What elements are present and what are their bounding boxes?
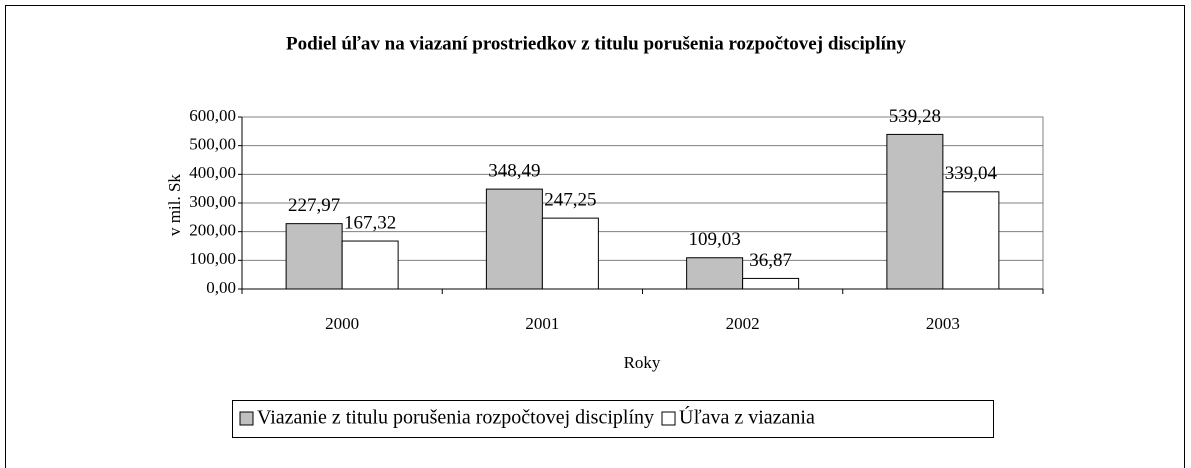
value-label: 227,97 (288, 195, 340, 216)
bar (742, 277, 800, 290)
y-tick-label: 600,00 (189, 106, 236, 125)
y-tick-label: 400,00 (189, 163, 236, 182)
y-tick-label: 0,00 (206, 278, 236, 297)
value-label: 348,49 (488, 160, 540, 181)
value-label: 36,87 (749, 250, 792, 271)
x-tick-label: 2000 (325, 314, 359, 333)
legend (232, 400, 994, 438)
chart-title: Podiel úľav na viazaní prostriedkov z ti… (286, 33, 906, 54)
bar (686, 257, 744, 290)
y-tick-label: 500,00 (189, 135, 236, 154)
y-tick-label: 300,00 (189, 192, 236, 211)
legend-label: Úľava z viazania (679, 405, 815, 429)
value-label: 247,25 (544, 189, 596, 210)
value-label: 539,28 (889, 106, 941, 127)
x-axis-label: Roky (624, 353, 661, 372)
bar (541, 217, 599, 290)
value-label: 109,03 (689, 229, 741, 250)
x-tick-label: 2003 (926, 314, 960, 333)
value-label: 339,04 (945, 163, 998, 184)
legend-swatch (239, 411, 254, 426)
bar (285, 223, 343, 290)
y-axis-label: v mil. Sk (165, 174, 184, 236)
bar (341, 240, 399, 290)
bar (942, 191, 1000, 290)
bar (485, 188, 543, 290)
y-tick-label: 200,00 (189, 221, 236, 240)
x-tick-label: 2002 (726, 314, 760, 333)
value-label: 167,32 (344, 212, 396, 233)
legend-label: Viazanie z titulu porušenia rozpočtovej … (257, 407, 654, 429)
y-tick-label: 100,00 (189, 249, 236, 268)
legend-swatch (661, 411, 676, 426)
x-tick-label: 2001 (525, 314, 559, 333)
bar (886, 133, 944, 290)
